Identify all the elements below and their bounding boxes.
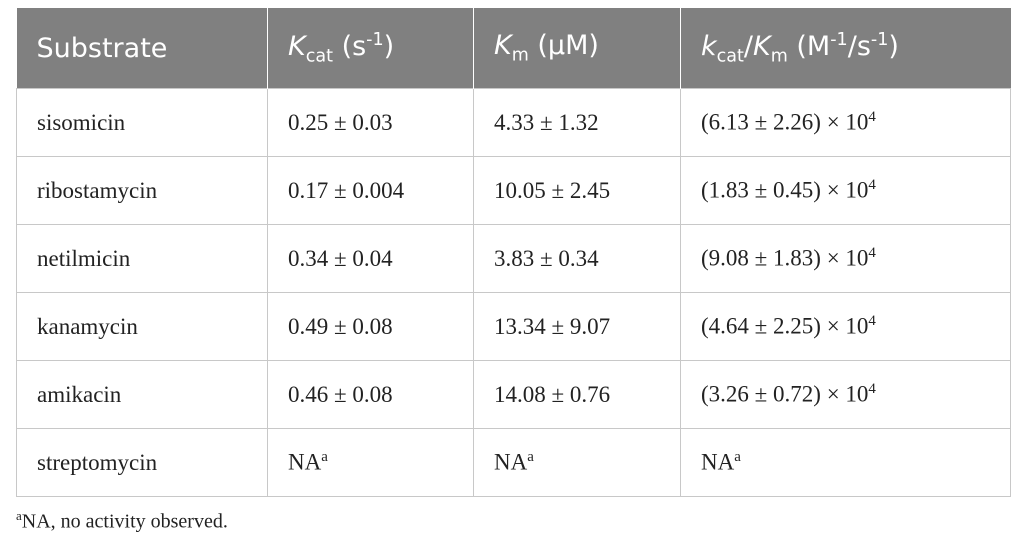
table-cell: kanamycin	[16, 292, 268, 361]
header-row: Substrate Kcat (s-1) Km (µM) kcat/Km (M-…	[16, 8, 1011, 89]
header-text: (M	[787, 30, 831, 62]
table-row: netilmicin 0.34 ± 0.04 3.83 ± 0.34 (9.08 ± …	[16, 224, 1011, 293]
table-cell: (6.13 ± 2.26) × 104	[680, 88, 1011, 157]
table-row: ribostamycin 0.17 ± 0.004 10.05 ± 2.45 (1.8…	[16, 156, 1011, 225]
cell-text: netilmicin	[37, 245, 131, 271]
table-cell: 0.49 ± 0.08	[267, 292, 474, 361]
table-row: streptomycin NAa NAa NAa	[16, 428, 1011, 497]
cell-text: 13.34 ± 9.07	[494, 313, 611, 339]
header-cell: Substrate	[16, 8, 268, 89]
table-cell: 14.08 ± 0.76	[473, 360, 681, 429]
header-cell: Km (µM)	[473, 8, 681, 89]
table-cell: (3.26 ± 0.72) × 104	[680, 360, 1011, 429]
header-text: K	[494, 30, 512, 62]
cell-text: 0.49 ± 0.08	[288, 313, 393, 339]
cell-text: NA	[701, 449, 735, 475]
cell-text: 0.34 ± 0.04	[288, 245, 393, 271]
cell-text: (6.13 ± 2.26) × 10	[701, 109, 869, 135]
table-cell: (9.08 ± 1.83) × 104	[680, 224, 1011, 293]
cell-text: (4.64 ± 2.25) × 10	[701, 313, 869, 339]
footnote: aNA, no activity observed.	[16, 508, 228, 534]
header-text: )	[888, 30, 899, 62]
header-text: Substrate	[36, 32, 168, 64]
header-text: cat	[716, 46, 744, 67]
cell-text: sisomicin	[37, 109, 126, 135]
cell-text: amikacin	[37, 381, 122, 407]
table-cell: NAa	[267, 428, 474, 497]
cell-text: 0.25 ± 0.03	[288, 109, 393, 135]
cell-superscript: 4	[868, 245, 876, 262]
cell-text: kanamycin	[37, 313, 138, 339]
cell-text: 10.05 ± 2.45	[494, 177, 611, 203]
table-row: kanamycin 0.49 ± 0.08 13.34 ± 9.07 (4.64 ± …	[16, 292, 1011, 361]
header-text: /	[743, 30, 754, 62]
table-cell: 3.83 ± 0.34	[473, 224, 681, 293]
table-cell: 0.34 ± 0.04	[267, 224, 474, 293]
header-text: (µM)	[528, 30, 599, 62]
header-text: K	[288, 30, 306, 62]
table-row: sisomicin 0.25 ± 0.03 4.33 ± 1.32 (6.13 ± 2…	[16, 88, 1011, 157]
table-cell: 0.25 ± 0.03	[267, 88, 474, 157]
cell-text: 14.08 ± 0.76	[494, 381, 611, 407]
header-text: -1	[366, 29, 384, 50]
header-text: cat	[305, 46, 333, 67]
cell-text: (3.26 ± 0.72) × 10	[701, 381, 869, 407]
cell-text: (9.08 ± 1.83) × 10	[701, 245, 869, 271]
table-cell: 4.33 ± 1.32	[473, 88, 681, 157]
table-cell: netilmicin	[16, 224, 268, 293]
table-cell: 13.34 ± 9.07	[473, 292, 681, 361]
header-cell: kcat/Km (M-1/s-1)	[680, 8, 1011, 89]
table-cell: amikacin	[16, 360, 268, 429]
table-cell: 10.05 ± 2.45	[473, 156, 681, 225]
cell-text: 3.83 ± 0.34	[494, 245, 599, 271]
table-cell: ribostamycin	[16, 156, 268, 225]
header-text: -1	[870, 29, 889, 50]
cell-superscript: 4	[868, 313, 876, 330]
cell-superscript: 4	[868, 109, 876, 126]
cell-superscript: a	[527, 449, 534, 466]
table-cell: streptomycin	[16, 428, 268, 497]
table-cell: (1.83 ± 0.45) × 104	[680, 156, 1011, 225]
table-cell: NAa	[680, 428, 1011, 497]
table-cell: (4.64 ± 2.25) × 104	[680, 292, 1011, 361]
header-text: /s	[847, 30, 871, 62]
header-cell: Kcat (s-1)	[267, 8, 474, 89]
cell-text: NA	[288, 449, 322, 475]
header-text: m	[511, 45, 529, 66]
table-cell: sisomicin	[16, 88, 268, 157]
footnote-mark: a	[16, 508, 22, 523]
header-text: k	[701, 30, 717, 62]
header-text: )	[383, 30, 395, 62]
cell-text: streptomycin	[37, 449, 158, 475]
cell-text: (1.83 ± 0.45) × 10	[701, 177, 869, 203]
cell-superscript: a	[321, 449, 328, 466]
header-text: K	[753, 30, 771, 62]
table-row: amikacin 0.46 ± 0.08 14.08 ± 0.76 (3.26 ± 0…	[16, 360, 1011, 429]
header-text: (s	[332, 30, 367, 62]
cell-text: 0.17 ± 0.004	[288, 177, 405, 203]
header-text: m	[770, 46, 788, 67]
cell-text: ribostamycin	[37, 177, 158, 203]
header-text: -1	[830, 29, 848, 50]
cell-superscript: a	[734, 449, 741, 466]
footnote-text: NA, no activity observed.	[21, 510, 228, 533]
cell-text: NA	[494, 449, 528, 475]
cell-superscript: 4	[868, 177, 876, 194]
cell-text: 4.33 ± 1.32	[494, 109, 599, 135]
cell-text: 0.46 ± 0.08	[288, 381, 393, 407]
table-cell: 0.46 ± 0.08	[267, 360, 474, 429]
data-table: Substrate Kcat (s-1) Km (µM) kcat/Km (M-…	[16, 8, 1011, 497]
table-cell: 0.17 ± 0.004	[267, 156, 474, 225]
table-cell: NAa	[473, 428, 681, 497]
table-body: sisomicin 0.25 ± 0.03 4.33 ± 1.32 (6.13 ± 2…	[16, 88, 1011, 497]
cell-superscript: 4	[868, 381, 876, 398]
